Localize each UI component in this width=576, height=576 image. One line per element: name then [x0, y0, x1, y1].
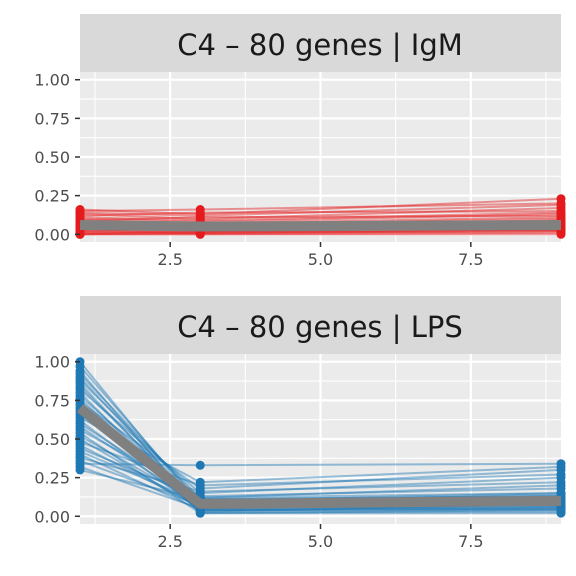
panel-title: C4 – 80 genes | IgM: [177, 28, 463, 62]
x-tick-label: 5.0: [308, 532, 333, 551]
x-tick-label: 2.5: [157, 532, 182, 551]
data-point: [196, 461, 205, 470]
y-tick-label: 0.00: [34, 225, 70, 244]
x-tick-label: 5.0: [308, 250, 333, 269]
data-point: [76, 465, 85, 474]
y-tick-label: 0.75: [34, 391, 70, 410]
panel-lps: C4 – 80 genes | LPS 0.00 0.25 0.50 0.75 1.00…: [34, 296, 565, 551]
data-point: [557, 459, 566, 468]
data-point: [196, 487, 205, 496]
panel-title: C4 – 80 genes | LPS: [177, 310, 463, 344]
y-tick-label: 0.75: [34, 109, 70, 128]
x-axis: 2.5 5.0 7.5: [157, 242, 483, 269]
y-tick-label: 0.50: [34, 148, 70, 167]
y-tick-label: 1.00: [34, 353, 70, 372]
data-point: [557, 478, 566, 487]
x-tick-label: 2.5: [157, 250, 182, 269]
data-point: [557, 230, 566, 239]
y-axis: 0.00 0.25 0.50 0.75 1.00: [34, 353, 80, 527]
y-tick-label: 1.00: [34, 71, 70, 90]
y-tick-label: 0.25: [34, 469, 70, 488]
x-tick-label: 7.5: [458, 532, 483, 551]
x-axis: 2.5 5.0 7.5: [157, 524, 483, 551]
x-tick-label: 7.5: [458, 250, 483, 269]
data-point: [557, 470, 566, 479]
y-tick-label: 0.00: [34, 507, 70, 526]
mean-line: [80, 225, 561, 227]
y-tick-label: 0.50: [34, 430, 70, 449]
y-axis: 0.00 0.25 0.50 0.75 1.00: [34, 71, 80, 245]
panel-igm: C4 – 80 genes | IgM 0.00 0.25 0.50 0.75 1.00…: [34, 14, 565, 269]
y-tick-label: 0.25: [34, 187, 70, 206]
